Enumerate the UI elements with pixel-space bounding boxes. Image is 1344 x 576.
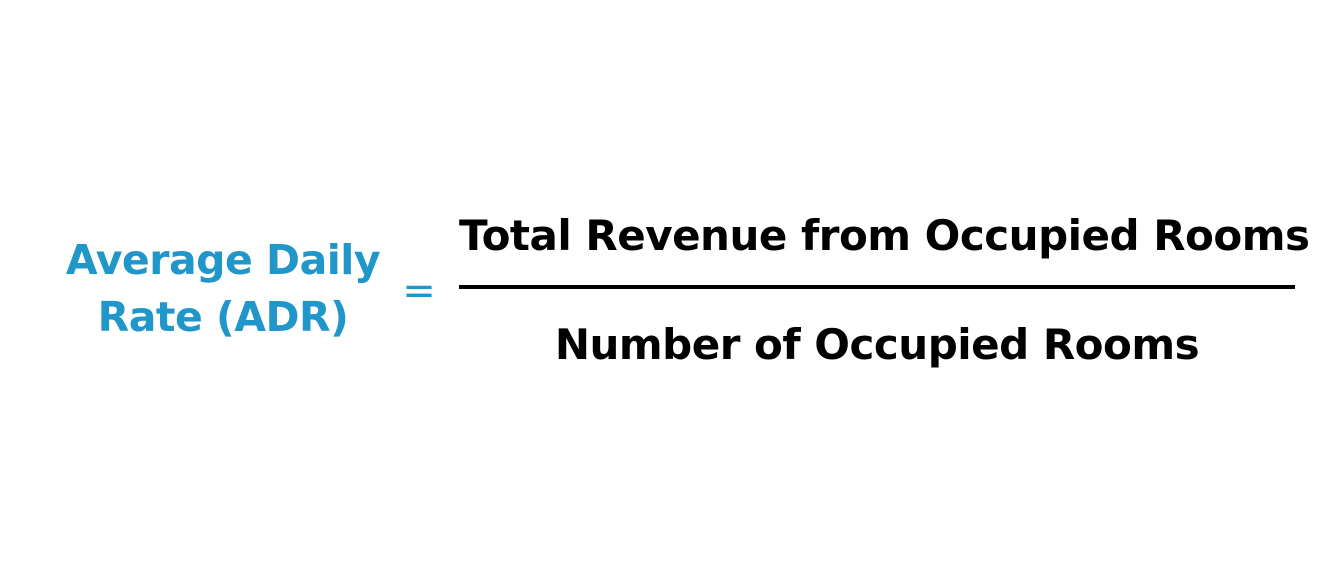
- lhs-line-2: Rate (ADR): [97, 293, 349, 341]
- equals-sign: =: [402, 268, 436, 314]
- fraction-numerator: Total Revenue from Occupied Rooms: [459, 211, 1310, 260]
- lhs-line-1: Average Daily: [65, 236, 381, 284]
- fraction-denominator: Number of Occupied Rooms: [554, 320, 1200, 369]
- fraction-bar: [459, 285, 1295, 289]
- formula-term-adr: Average Daily Rate (ADR): [40, 232, 406, 346]
